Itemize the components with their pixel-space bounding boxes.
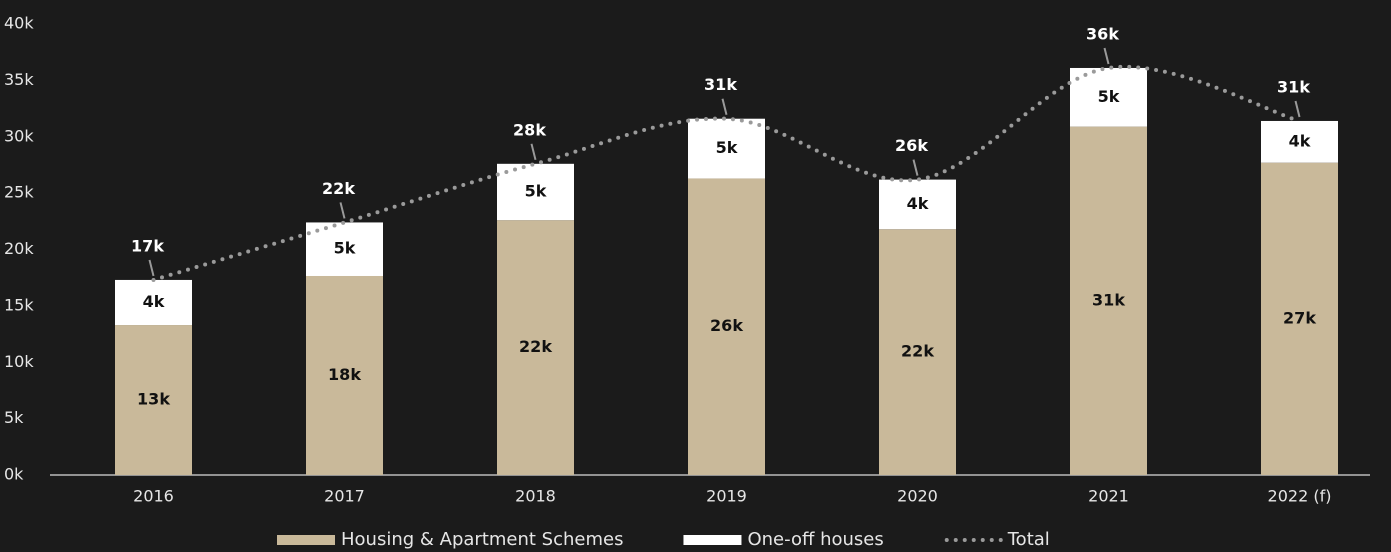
- bar-label: 18k: [328, 365, 361, 384]
- bar-label: 4k: [1289, 131, 1311, 150]
- y-tick-label: 30k: [4, 126, 34, 145]
- bar-label: 4k: [907, 194, 929, 213]
- bar-label: 13k: [137, 390, 170, 409]
- bar-label: 22k: [519, 337, 552, 356]
- bar-segment: [1070, 67, 1147, 127]
- y-tick-label: 10k: [4, 352, 34, 371]
- total-line: [151, 64, 1302, 282]
- bar-label: 5k: [525, 181, 547, 200]
- bar-segment: [497, 163, 574, 221]
- y-tick-label: 15k: [4, 295, 34, 314]
- callout: [530, 143, 537, 161]
- y-tick-label: 35k: [4, 70, 34, 89]
- x-tick-label: 2020: [897, 487, 938, 506]
- y-tick-label: 20k: [4, 239, 34, 258]
- callout: [339, 202, 346, 219]
- x-tick-label: 2018: [515, 487, 556, 506]
- legend-label: Total: [1007, 529, 1050, 550]
- callout: [148, 259, 155, 277]
- bar-label: 26k: [710, 316, 743, 335]
- y-tick-label: 25k: [4, 183, 34, 202]
- x-tick-label: 2022 (f): [1268, 487, 1332, 506]
- total-label: 17k: [131, 236, 164, 255]
- bar-label: 5k: [1098, 87, 1120, 106]
- bar-segment: [879, 179, 956, 230]
- bar-segment: [1261, 120, 1338, 163]
- bar-label: 31k: [1092, 290, 1125, 309]
- bar-segment: [1070, 126, 1147, 475]
- legend-label: One-off houses: [747, 529, 883, 550]
- total-label: 22k: [322, 179, 355, 198]
- total-label: 28k: [513, 120, 546, 139]
- x-tick-label: 2017: [324, 487, 365, 506]
- bar-label: 22k: [901, 342, 934, 361]
- y-tick-label: 0k: [4, 465, 24, 484]
- total-label: 36k: [1086, 24, 1119, 43]
- bar-segment: [497, 220, 574, 475]
- callout: [1103, 47, 1110, 65]
- legend-swatch: [277, 535, 335, 545]
- bar-label: 5k: [716, 138, 738, 157]
- x-tick-label: 2021: [1088, 487, 1129, 506]
- legend-swatch: [683, 535, 742, 545]
- legend-label: Housing & Apartment Schemes: [341, 529, 623, 550]
- bar-segment: [688, 178, 765, 475]
- callout: [912, 159, 919, 176]
- bar-segment: [115, 325, 192, 475]
- bar-segment: [879, 229, 956, 475]
- bar-label: 5k: [334, 239, 356, 258]
- callout: [1294, 100, 1301, 118]
- total-label: 31k: [704, 75, 737, 94]
- x-tick-label: 2019: [706, 487, 747, 506]
- bar-segment: [306, 275, 383, 475]
- total-label: 31k: [1277, 77, 1310, 96]
- y-tick-label: 40k: [4, 14, 34, 33]
- bar-segment: [688, 118, 765, 179]
- bar-segment: [1261, 162, 1338, 475]
- x-tick-label: 2016: [133, 487, 174, 506]
- y-tick-label: 5k: [4, 408, 24, 427]
- bar-label: 27k: [1283, 308, 1316, 327]
- bar-label: 4k: [143, 292, 165, 311]
- callout: [721, 98, 728, 115]
- bar-segment: [115, 279, 192, 326]
- total-label: 26k: [895, 136, 928, 155]
